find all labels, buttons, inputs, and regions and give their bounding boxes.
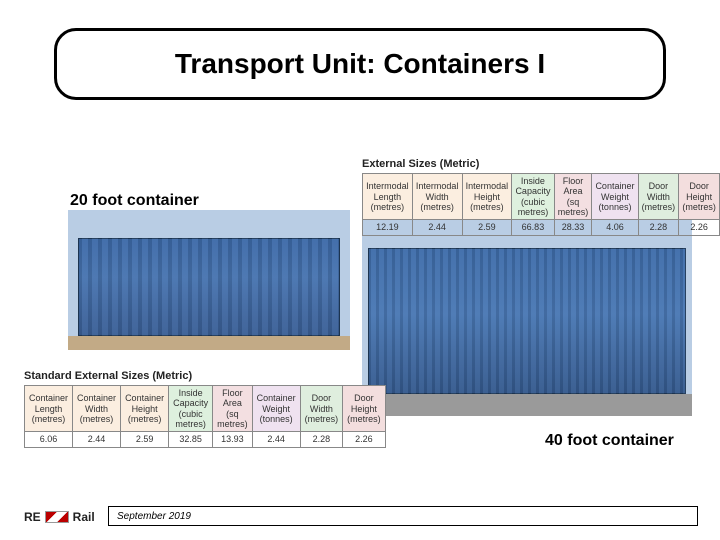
table-header: Intermodal Width (metres) — [412, 174, 462, 220]
table-cell: 2.26 — [343, 432, 386, 447]
table-cell: 4.06 — [592, 220, 638, 235]
table-40ft-title: External Sizes (Metric) — [362, 158, 720, 170]
table-header: Inside Capacity (cubic metres) — [169, 386, 213, 432]
table-cell: 2.59 — [121, 432, 169, 447]
table-header: Intermodal Height (metres) — [462, 174, 512, 220]
table-header: Container Weight (tonnes) — [592, 174, 638, 220]
table-cell: 2.28 — [638, 220, 679, 235]
table-cell: 12.19 — [363, 220, 413, 235]
table-header: Floor Area (sq metres) — [213, 386, 253, 432]
table-cell: 2.26 — [679, 220, 720, 235]
footer-bar: September 2019 — [108, 506, 698, 526]
table-40ft-wrap: External Sizes (Metric) Intermodal Lengt… — [362, 158, 720, 236]
table-20ft-title: Standard External Sizes (Metric) — [24, 370, 354, 382]
table-header: Door Width (metres) — [300, 386, 343, 432]
page-title: Transport Unit: Containers I — [175, 48, 545, 80]
table-header: Container Weight (tonnes) — [252, 386, 300, 432]
table-cell: 66.83 — [512, 220, 554, 235]
table-cell: 32.85 — [169, 432, 213, 447]
table-header: Floor Area (sq metres) — [554, 174, 592, 220]
brand-left: RE — [24, 510, 41, 524]
footer-logo: RE Rail — [24, 510, 95, 524]
table-cell: 13.93 — [213, 432, 253, 447]
table-header: Intermodal Length (metres) — [363, 174, 413, 220]
table-cell: 2.44 — [73, 432, 121, 447]
table-cell: 6.06 — [25, 432, 73, 447]
label-20ft: 20 foot container — [70, 192, 199, 210]
brand-right: Rail — [73, 510, 95, 524]
table-header: Inside Capacity (cubic metres) — [512, 174, 554, 220]
table-header: Container Height (metres) — [121, 386, 169, 432]
container-20ft-image — [68, 210, 350, 350]
table-cell: 2.59 — [462, 220, 512, 235]
table-header: Door Width (metres) — [638, 174, 679, 220]
table-40ft: Intermodal Length (metres)Intermodal Wid… — [362, 173, 720, 236]
table-header: Container Length (metres) — [25, 386, 73, 432]
title-container: Transport Unit: Containers I — [54, 28, 666, 100]
table-header: Door Height (metres) — [343, 386, 386, 432]
table-cell: 2.28 — [300, 432, 343, 447]
footer-date: September 2019 — [117, 511, 191, 522]
brand-flag-icon — [45, 511, 69, 523]
container-40ft-image — [362, 208, 692, 416]
label-40ft: 40 foot container — [545, 432, 674, 450]
table-20ft-wrap: Standard External Sizes (Metric) Contain… — [24, 370, 354, 448]
table-header: Container Width (metres) — [73, 386, 121, 432]
table-cell: 2.44 — [412, 220, 462, 235]
table-20ft: Container Length (metres)Container Width… — [24, 385, 386, 448]
table-cell: 2.44 — [252, 432, 300, 447]
table-cell: 28.33 — [554, 220, 592, 235]
table-header: Door Height (metres) — [679, 174, 720, 220]
